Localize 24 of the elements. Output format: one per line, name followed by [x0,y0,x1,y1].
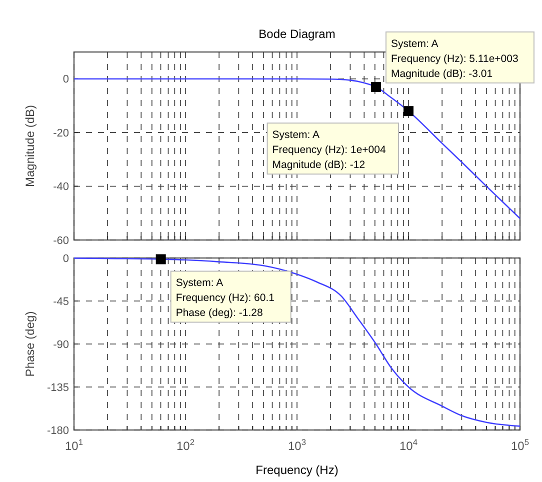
x-tick-label: 10$^{4}$ [399,437,418,453]
x-axis-title: Frequency (Hz) [256,463,338,477]
annotation: System: A Frequency (Hz): 5.11e+003 Magnitude (dB): -3.01 [390,38,518,80]
y-axis-title: Magnitude (dB) [23,104,37,188]
chart-title: Bode Diagram [258,27,336,41]
y-tick-label: 0 [62,74,69,86]
x-tick-label: 10$^{3}$ [288,437,306,453]
datatip-box: System: A Frequency (Hz): 1e+004 Magnitude (dB): -12 [266,122,399,175]
annotation: System: A Frequency (Hz): 60.1 Phase (deg): -1.28 [176,277,275,320]
y-tick-label: -40 [53,181,69,194]
y-axis-title: Phase (deg) [23,311,37,377]
y-tick-label: -135 [46,382,69,394]
y-tick-label: 0 [62,252,69,265]
datatip-box: System: A Frequency (Hz): 60.1 Phase (deg): -1.28 [170,270,292,323]
y-tick-label: -180 [46,424,69,437]
y-tick-label: -45 [53,296,69,308]
annotation: System: A Frequency (Hz): 1e+004 Magnitude (dB): -12 [272,129,386,172]
y-tick-label: -20 [53,127,69,140]
y-tick-label: -60 [53,234,69,247]
datatip-box: System: A Frequency (Hz): 5.11e+003 Magnitude (dB): -3.01 [386,31,534,84]
x-tick-label: 10$^{1}$ [64,437,84,453]
y-tick-label: -90 [53,338,69,351]
x-tick-label: 10$^{5}$ [510,437,530,453]
x-tick-label: 10$^{2}$ [176,437,195,453]
